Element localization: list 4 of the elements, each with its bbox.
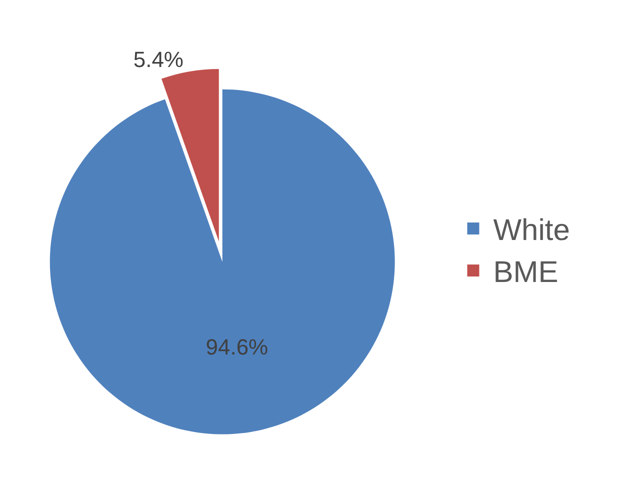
data-label: 5.4% [133, 46, 184, 72]
legend-label: BME [493, 256, 558, 290]
data-label: 94.6% [206, 334, 268, 360]
legend-label: White [493, 214, 570, 248]
